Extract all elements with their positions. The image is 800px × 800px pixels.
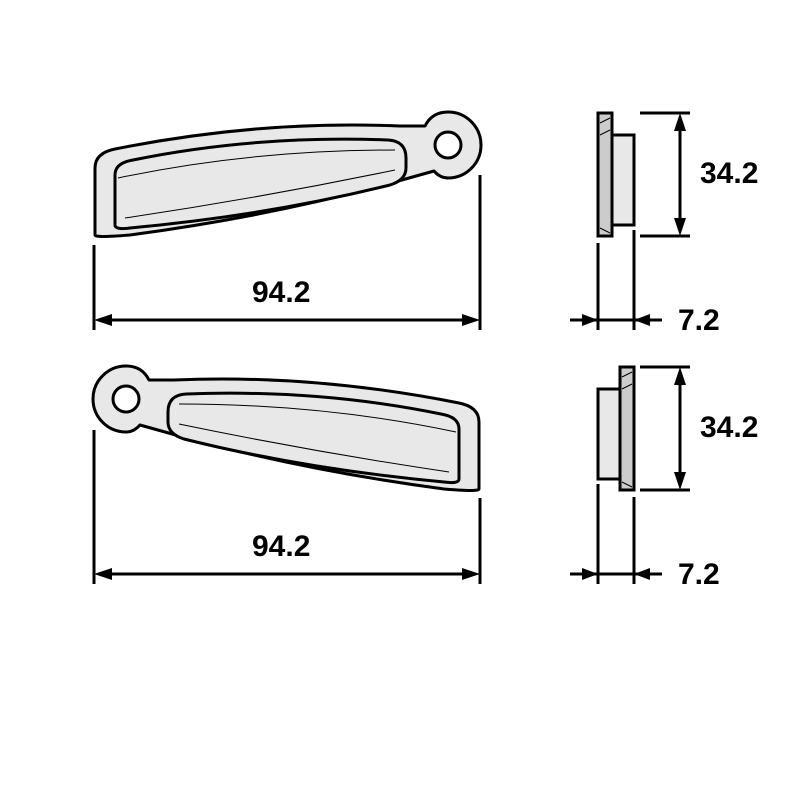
pad-bottom-thickness-dimension [0, 0, 800, 800]
pad-bottom-thickness-label: 7.2 [678, 558, 720, 592]
